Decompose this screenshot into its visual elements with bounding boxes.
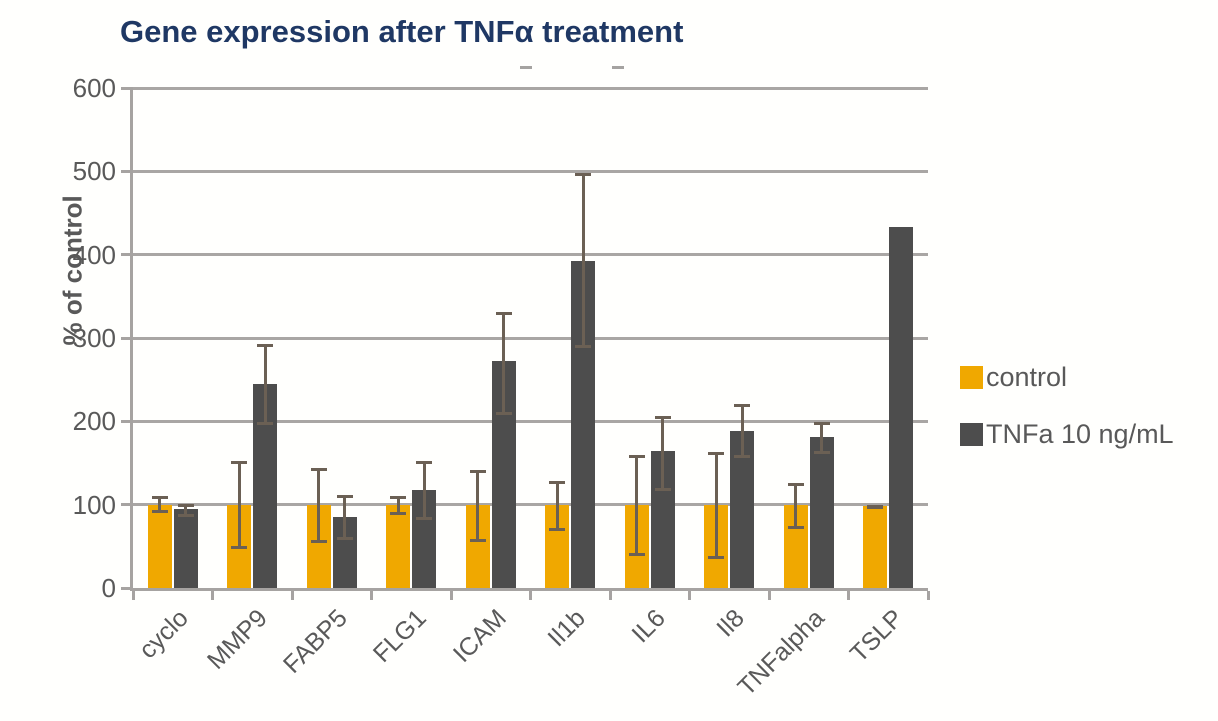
error-bar-tnfa-ICAM [492, 312, 516, 415]
error-bar-tnfa-Il1b [571, 173, 595, 348]
bar-tnfa-cyclo [173, 508, 198, 588]
gridline-600 [133, 86, 928, 90]
y-tick-label-500: 500 [72, 156, 116, 187]
x-tick-mark [370, 591, 373, 600]
error-bar-tnfa-FABP5 [333, 494, 357, 541]
error-bar-tnfa-cyclo [174, 503, 198, 518]
error-bar-control-IL6 [625, 454, 649, 557]
bar-control-TSLP [863, 506, 888, 588]
bar-control-cyclo [147, 504, 172, 588]
y-tick-label-400: 400 [72, 239, 116, 270]
gridline-500 [133, 169, 928, 173]
bar-tnfa-TNFalpha [809, 437, 834, 588]
error-bar-tnfa-TNFalpha [810, 422, 834, 454]
bar-control-FLG1 [386, 504, 411, 588]
x-tick-mark [449, 591, 453, 600]
y-tick-mark [121, 419, 133, 423]
y-tick-mark [121, 336, 133, 340]
y-tick-label-0: 0 [101, 573, 116, 603]
x-tick-mark [926, 591, 930, 600]
y-tick-label-600: 600 [72, 73, 116, 103]
error-bar-control-FABP5 [307, 468, 331, 543]
error-bar-control-TNFalpha [784, 483, 808, 529]
y-tick-label-200: 200 [72, 406, 116, 437]
x-tick-mark [529, 591, 532, 600]
y-tick-label-300: 300 [72, 323, 116, 353]
error-bar-control-TSLP [863, 504, 887, 509]
error-bar-control-cyclo [148, 496, 172, 513]
error-bar-control-Il8 [704, 452, 728, 559]
bar-tnfa-TSLP [889, 227, 914, 588]
error-bar-control-ICAM [466, 469, 490, 543]
legend-entry-control: control [960, 362, 1174, 393]
error-bar-tnfa-MMP9 [253, 343, 277, 426]
legend-entry-tnfa: TNFa 10 ng/mL [960, 419, 1174, 450]
cropped-text-artifact [520, 66, 532, 69]
x-tick-mark [290, 591, 294, 600]
x-tick-mark [767, 591, 771, 600]
x-tick-mark [211, 591, 214, 600]
cropped-text-artifact [612, 66, 624, 69]
error-bar-control-MMP9 [227, 460, 251, 549]
chart-title: Gene expression after TNFα treatment [120, 14, 684, 49]
legend: control TNFa 10 ng/mL [960, 362, 1174, 476]
y-tick-mark [121, 586, 133, 590]
legend-label: TNFa 10 ng/mL [986, 419, 1174, 449]
plot-area [121, 86, 930, 600]
x-tick-mark [131, 591, 135, 600]
x-tick-mark [688, 591, 691, 600]
error-bar-control-FLG1 [386, 496, 410, 516]
y-tick-mark [121, 86, 133, 90]
error-bar-tnfa-IL6 [651, 415, 675, 491]
y-tick-mark [121, 503, 133, 507]
legend-swatch [960, 366, 983, 389]
gridline-100 [133, 503, 928, 507]
gridline-400 [133, 253, 928, 257]
y-tick-label-100: 100 [72, 489, 116, 520]
y-tick-mark [121, 253, 133, 257]
x-tick-mark [608, 591, 612, 600]
error-bar-tnfa-FLG1 [412, 461, 436, 520]
gridline-300 [133, 336, 928, 340]
y-tick-mark [121, 169, 133, 173]
x-tick-mark [847, 591, 850, 600]
error-bar-control-Il1b [545, 481, 569, 532]
legend-swatch [960, 423, 983, 446]
legend-label: control [986, 362, 1068, 392]
gridline-200 [133, 419, 928, 423]
error-bar-tnfa-Il8 [730, 403, 754, 458]
